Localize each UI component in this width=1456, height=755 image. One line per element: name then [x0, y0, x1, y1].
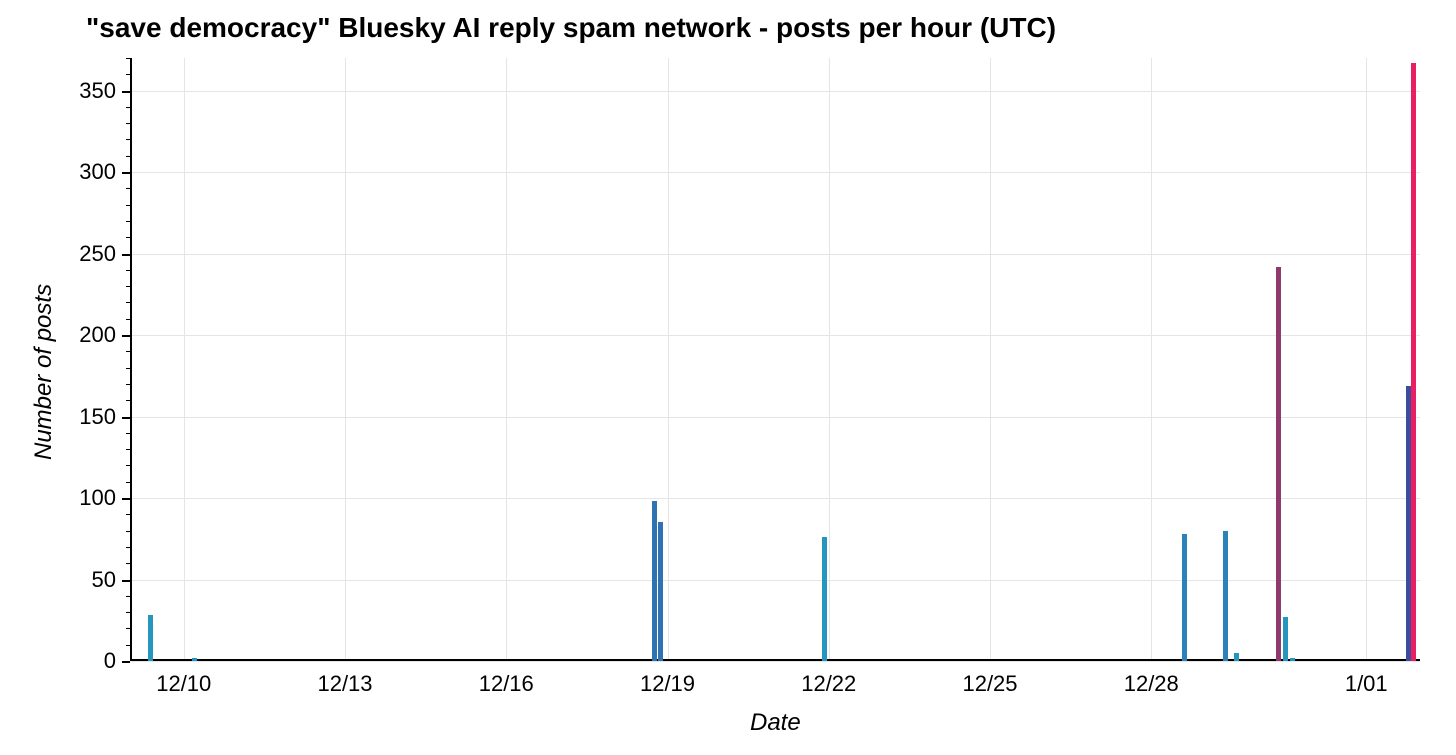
gridline-h	[130, 417, 1420, 418]
x-tick-label: 12/28	[1124, 671, 1179, 697]
gridline-v	[1366, 58, 1367, 661]
bar	[822, 537, 827, 661]
gridline-h	[130, 91, 1420, 92]
bar	[658, 522, 663, 661]
x-tick-label: 1/01	[1345, 671, 1388, 697]
gridline-h	[130, 335, 1420, 336]
bar	[1182, 534, 1187, 661]
gridline-h	[130, 254, 1420, 255]
bar	[148, 615, 153, 661]
x-tick-label: 12/25	[962, 671, 1017, 697]
y-tick-label: 150	[79, 404, 116, 430]
x-tick-label: 12/10	[156, 671, 211, 697]
x-tick-label: 12/19	[640, 671, 695, 697]
y-tick-label: 200	[79, 322, 116, 348]
gridline-v	[345, 58, 346, 661]
x-tick-label: 12/22	[801, 671, 856, 697]
y-tick-label: 100	[79, 485, 116, 511]
gridline-v	[1151, 58, 1152, 661]
gridline-h	[130, 498, 1420, 499]
y-axis-line	[130, 58, 132, 661]
y-tick-label: 300	[79, 159, 116, 185]
chart-title: "save democracy" Bluesky AI reply spam n…	[86, 12, 1056, 44]
gridline-h	[130, 172, 1420, 173]
plot-area	[130, 58, 1420, 661]
x-tick-label: 12/13	[317, 671, 372, 697]
y-tick-label: 0	[104, 648, 116, 674]
bar	[192, 658, 197, 661]
y-axis-label: Number of posts	[30, 283, 58, 459]
gridline-h	[130, 661, 1420, 662]
gridline-v	[506, 58, 507, 661]
y-tick-mark	[122, 580, 130, 582]
y-tick-mark	[122, 91, 130, 93]
y-tick-mark	[122, 417, 130, 419]
gridline-v	[829, 58, 830, 661]
bar	[1276, 267, 1281, 661]
gridline-v	[184, 58, 185, 661]
y-tick-label: 50	[92, 567, 116, 593]
bar	[652, 501, 657, 661]
bar	[1283, 617, 1288, 661]
y-tick-label: 350	[79, 78, 116, 104]
y-tick-mark	[122, 172, 130, 174]
y-tick-mark	[122, 498, 130, 500]
y-tick-mark	[122, 254, 130, 256]
y-tick-mark	[122, 335, 130, 337]
x-axis-label: Date	[750, 709, 801, 737]
y-tick-label: 250	[79, 241, 116, 267]
chart-container: "save democracy" Bluesky AI reply spam n…	[0, 0, 1456, 755]
bar	[1411, 63, 1416, 661]
gridline-v	[990, 58, 991, 661]
bar	[1234, 653, 1239, 661]
x-tick-label: 12/16	[479, 671, 534, 697]
y-tick-mark	[122, 661, 130, 663]
bar	[1223, 531, 1228, 661]
gridline-v	[668, 58, 669, 661]
bar	[1290, 658, 1295, 661]
